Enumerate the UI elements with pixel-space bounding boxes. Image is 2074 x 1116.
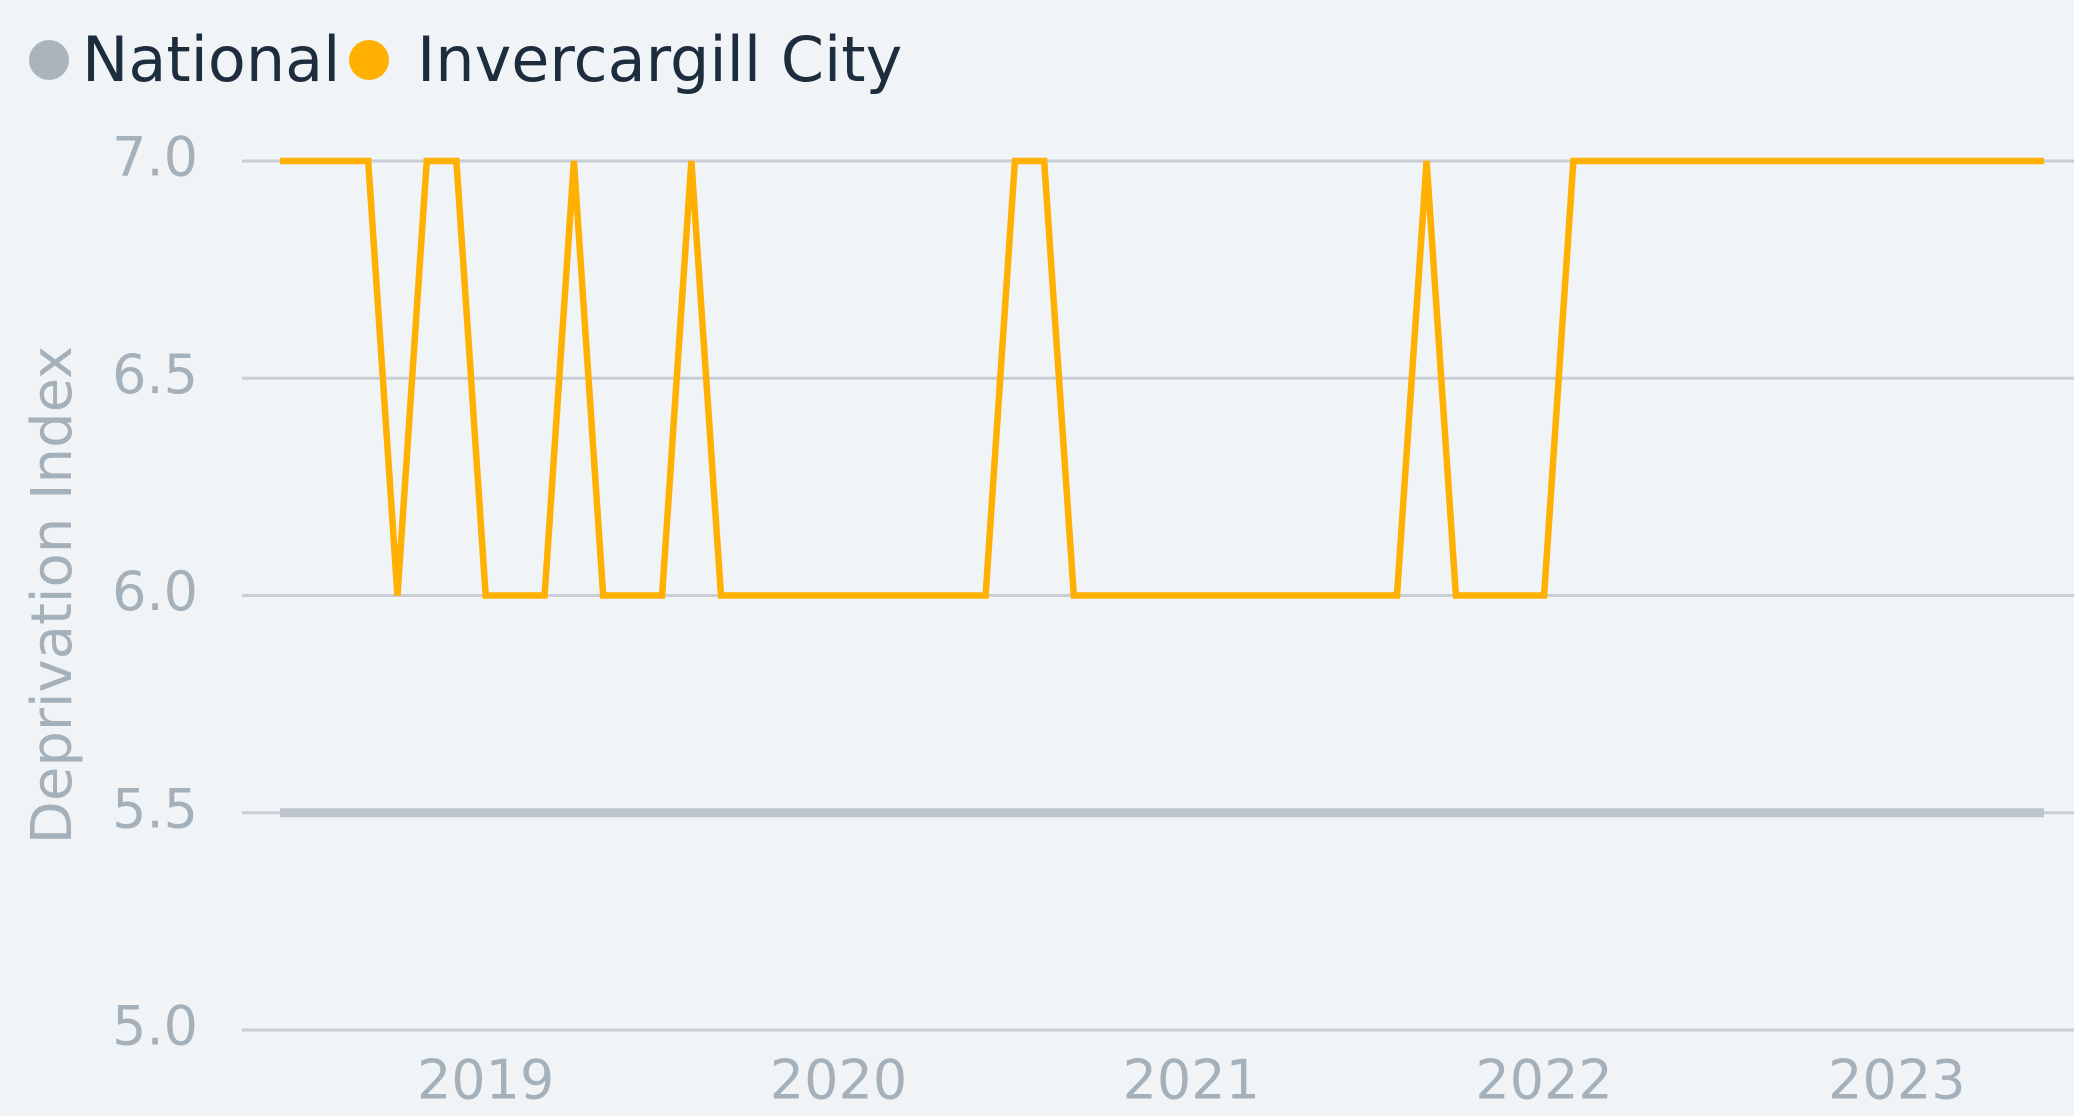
x-tick-label: 2022 [1475,1049,1612,1112]
y-axis-title: Deprivation Index [20,346,85,844]
x-tick-label: 2019 [417,1049,554,1112]
y-tick-label: 6.0 [112,560,198,623]
y-tick-label: 6.5 [112,343,198,406]
legend-label[interactable]: National [82,23,340,96]
x-tick-label: 2023 [1828,1049,1965,1112]
x-tick-label: 2020 [770,1049,907,1112]
legend-marker [349,40,389,80]
legend-label[interactable]: Invercargill City [417,23,902,96]
line-series [280,157,2044,599]
y-tick-label: 7.0 [112,126,198,189]
y-tick-label: 5.0 [112,995,198,1058]
x-tick-label: 2021 [1123,1049,1260,1112]
legend-marker [29,40,69,80]
y-tick-label: 5.5 [112,777,198,840]
